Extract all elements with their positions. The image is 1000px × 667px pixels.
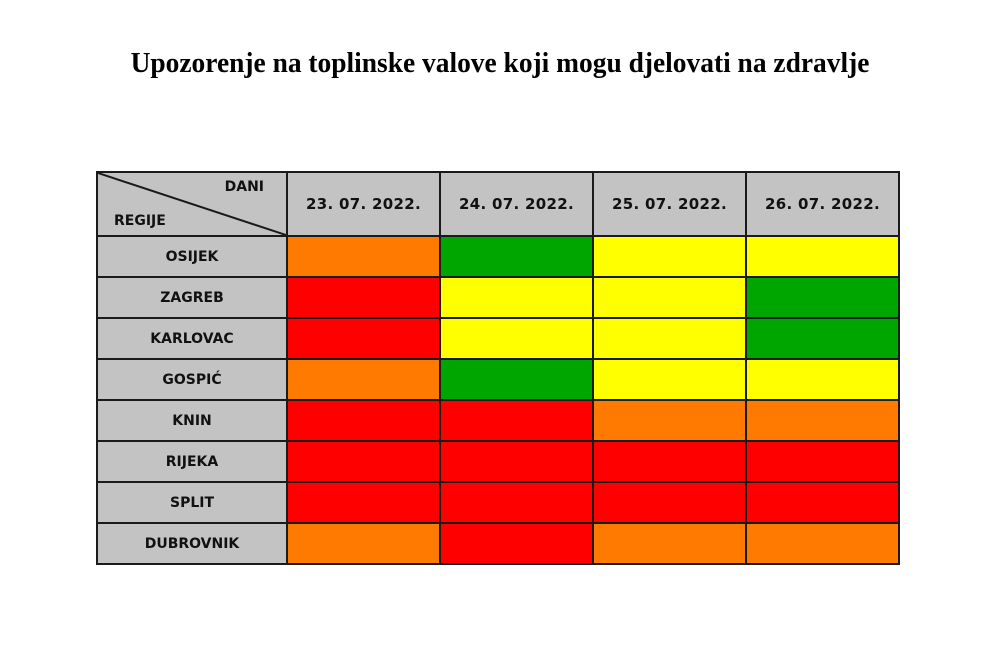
table-row: GOSPIĆ xyxy=(96,358,900,401)
table-row: RIJEKA xyxy=(96,440,900,483)
warning-cell xyxy=(439,522,594,565)
warning-cell xyxy=(286,317,441,360)
date-header: 23. 07. 2022. xyxy=(286,171,441,237)
warning-cell xyxy=(745,358,900,401)
table-row: OSIJEK xyxy=(96,235,900,278)
warning-cell xyxy=(592,317,747,360)
heat-warning-table: DANI REGIJE 23. 07. 2022. 24. 07. 2022. … xyxy=(96,171,900,565)
region-label: GOSPIĆ xyxy=(96,358,288,401)
warning-cell xyxy=(745,276,900,319)
warning-cell xyxy=(286,481,441,524)
warning-cell xyxy=(286,358,441,401)
warning-cell xyxy=(592,522,747,565)
warning-cell xyxy=(592,358,747,401)
warning-cell xyxy=(745,440,900,483)
warning-cell xyxy=(286,522,441,565)
table-row: KARLOVAC xyxy=(96,317,900,360)
table-row: SPLIT xyxy=(96,481,900,524)
date-header: 24. 07. 2022. xyxy=(439,171,594,237)
warning-cell xyxy=(286,399,441,442)
warning-cell xyxy=(286,235,441,278)
warning-cell xyxy=(745,399,900,442)
warning-cell xyxy=(592,276,747,319)
warning-cell xyxy=(439,276,594,319)
regions-axis-label: REGIJE xyxy=(114,213,166,229)
warning-cell xyxy=(439,235,594,278)
warning-cell xyxy=(439,440,594,483)
region-label: SPLIT xyxy=(96,481,288,524)
diagonal-divider xyxy=(99,174,285,234)
warning-cell xyxy=(745,522,900,565)
region-label: DUBROVNIK xyxy=(96,522,288,565)
region-label: RIJEKA xyxy=(96,440,288,483)
days-axis-label: DANI xyxy=(224,179,264,195)
warning-cell xyxy=(592,235,747,278)
warning-cell xyxy=(439,399,594,442)
warning-cell xyxy=(439,481,594,524)
warning-cell xyxy=(592,440,747,483)
warning-cell xyxy=(745,317,900,360)
region-label: ZAGREB xyxy=(96,276,288,319)
date-header: 25. 07. 2022. xyxy=(592,171,747,237)
warning-cell xyxy=(592,399,747,442)
warning-cell xyxy=(439,358,594,401)
warning-cell xyxy=(592,481,747,524)
region-label: OSIJEK xyxy=(96,235,288,278)
table-row: DUBROVNIK xyxy=(96,522,900,565)
table-row: KNIN xyxy=(96,399,900,442)
warning-cell xyxy=(439,317,594,360)
page-title: Upozorenje na toplinske valove koji mogu… xyxy=(130,48,870,79)
table-row: ZAGREB xyxy=(96,276,900,319)
heatmap-table: DANI REGIJE 23. 07. 2022. 24. 07. 2022. … xyxy=(96,171,900,565)
region-label: KNIN xyxy=(96,399,288,442)
warning-cell xyxy=(745,235,900,278)
warning-cell xyxy=(286,440,441,483)
date-header: 26. 07. 2022. xyxy=(745,171,900,237)
warning-cell xyxy=(745,481,900,524)
corner-header-cell: DANI REGIJE xyxy=(96,171,288,237)
header-row: DANI REGIJE 23. 07. 2022. 24. 07. 2022. … xyxy=(96,171,900,237)
region-label: KARLOVAC xyxy=(96,317,288,360)
warning-cell xyxy=(286,276,441,319)
